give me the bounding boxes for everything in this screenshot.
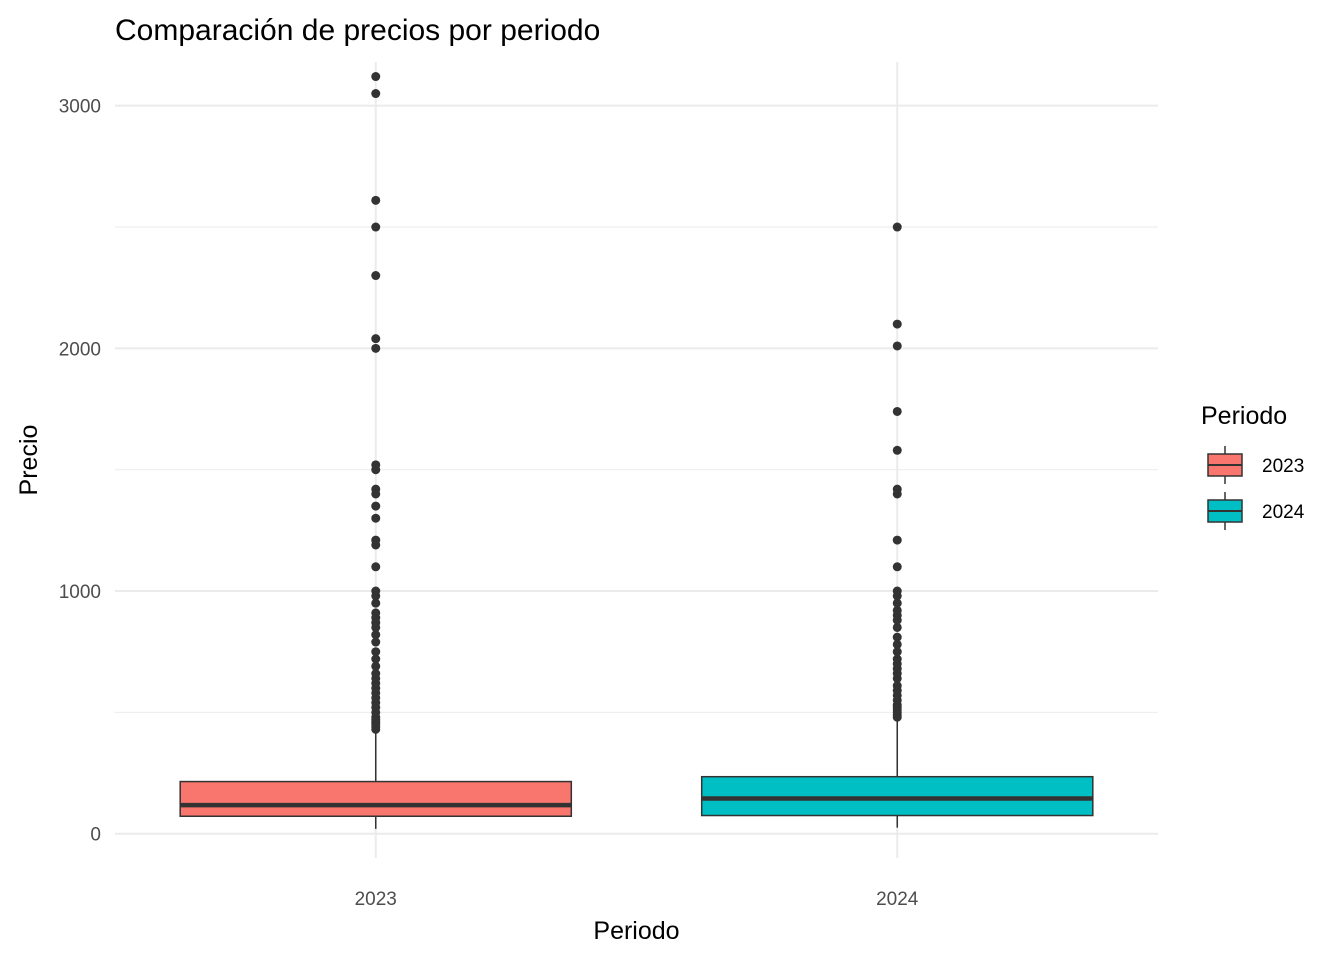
box-2024 (700, 222, 1094, 828)
outlier-point (892, 632, 902, 642)
outlier-point (892, 484, 902, 494)
outlier-point (371, 562, 381, 572)
outlier-point (371, 598, 381, 608)
outlier-point (371, 222, 381, 232)
boxes (179, 72, 1094, 829)
outlier-point (892, 654, 902, 664)
outlier-point (371, 535, 381, 545)
chart-title: Comparación de precios por periodo (115, 14, 600, 47)
box-body (700, 775, 1094, 817)
outlier-point (892, 341, 902, 351)
outlier-point (892, 586, 902, 596)
outlier-point (371, 637, 381, 647)
x-tick-label: 2024 (876, 889, 919, 910)
outlier-point (371, 513, 381, 523)
outlier-point (892, 562, 902, 572)
outlier-point (371, 630, 381, 640)
legend-label: 2023 (1262, 456, 1304, 477)
outlier-point (892, 222, 902, 232)
tick-labels: 0 1000 2000 3000 2023 2024 (59, 97, 919, 910)
outlier-point (892, 445, 902, 455)
legend-label: 2024 (1262, 502, 1305, 523)
outlier-point (371, 647, 381, 657)
legend-key-2024: 2024 (1207, 492, 1305, 530)
outlier-point (371, 72, 381, 82)
box-body (179, 780, 573, 818)
outlier-point (892, 639, 902, 649)
outlier-point (371, 195, 381, 205)
outlier-point (371, 501, 381, 511)
legend: Periodo 2023 2024 (1201, 402, 1305, 530)
outlier-point (371, 334, 381, 344)
outlier-point (371, 484, 381, 494)
outlier-point (892, 535, 902, 545)
legend-key-2023: 2023 (1207, 446, 1304, 484)
grid (115, 62, 1158, 858)
y-axis-title: Precio (15, 425, 43, 496)
outlier-point (892, 598, 902, 608)
outlier-point (371, 654, 381, 664)
box-2023 (179, 72, 573, 829)
y-tick-label: 0 (90, 825, 101, 846)
y-tick-label: 1000 (59, 582, 101, 603)
outlier-point (892, 605, 902, 615)
legend-title: Periodo (1201, 402, 1287, 430)
x-axis-title: Periodo (593, 917, 679, 945)
outlier-point (892, 319, 902, 329)
outlier-point (371, 661, 381, 671)
outlier-point (371, 669, 381, 679)
outlier-point (892, 647, 902, 657)
x-tick-label: 2023 (355, 889, 397, 910)
outlier-point (371, 343, 381, 353)
outlier-point (371, 608, 381, 618)
y-tick-label: 2000 (59, 339, 101, 360)
y-tick-label: 3000 (59, 97, 101, 118)
outlier-point (371, 460, 381, 470)
outlier-point (371, 89, 381, 99)
outlier-point (892, 622, 902, 632)
outlier-point (371, 271, 381, 281)
outlier-point (371, 586, 381, 596)
outlier-point (892, 406, 902, 416)
outlier-point (892, 681, 902, 691)
